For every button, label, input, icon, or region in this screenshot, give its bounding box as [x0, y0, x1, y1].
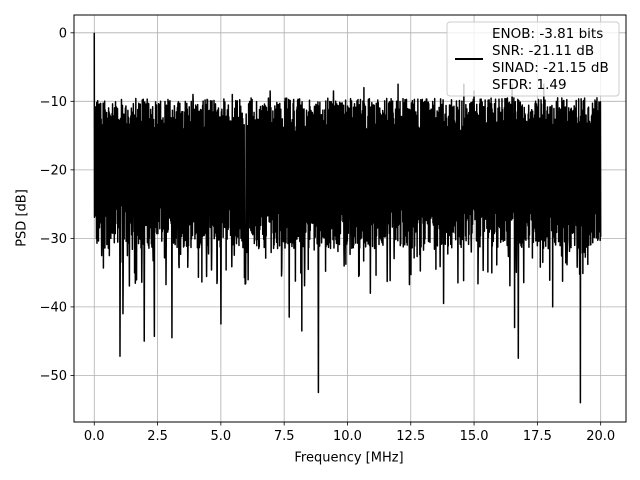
x-tick-label: 7.5 [274, 429, 295, 444]
legend-entry-enob: ENOB: -3.81 bits [492, 26, 603, 42]
x-tick-label: 20.0 [586, 429, 615, 444]
y-tick-label: −40 [40, 300, 67, 315]
legend-box [446, 21, 620, 97]
x-tick-label: 2.5 [147, 429, 168, 444]
psd-series-line [93, 32, 602, 404]
y-tick-label: −20 [40, 163, 67, 178]
x-tick-label: 5.0 [211, 429, 232, 444]
x-axis-label: Frequency [MHz] [294, 451, 403, 466]
x-axis: 0.0 2.5 5.0 7.5 10.0 12.5 15.0 17.5 20.0 [84, 422, 615, 444]
y-axis-label: PSD [dB] [15, 189, 30, 247]
y-axis: 0 −10 −20 −30 −40 −50 [40, 26, 74, 384]
x-tick-label: 0.0 [84, 429, 105, 444]
legend: ENOB: -3.81 bits SNR: -21.11 dB SINAD: -… [446, 21, 620, 97]
plot-frame [73, 14, 627, 423]
y-tick-label: 0 [59, 26, 67, 41]
y-tick-label: −50 [40, 369, 67, 384]
x-tick-label: 12.5 [396, 429, 425, 444]
y-tick-label: −30 [40, 232, 67, 247]
legend-entry-sfdr: SFDR: 1.49 [492, 77, 567, 93]
legend-entry-snr: SNR: -21.11 dB [492, 43, 594, 59]
legend-entry-sinad: SINAD: -21.15 dB [492, 60, 609, 76]
series-group [93, 32, 602, 404]
y-tick-label: −10 [40, 95, 67, 110]
x-tick-label: 17.5 [523, 429, 552, 444]
x-tick-label: 15.0 [460, 429, 489, 444]
x-tick-label: 10.0 [333, 429, 362, 444]
